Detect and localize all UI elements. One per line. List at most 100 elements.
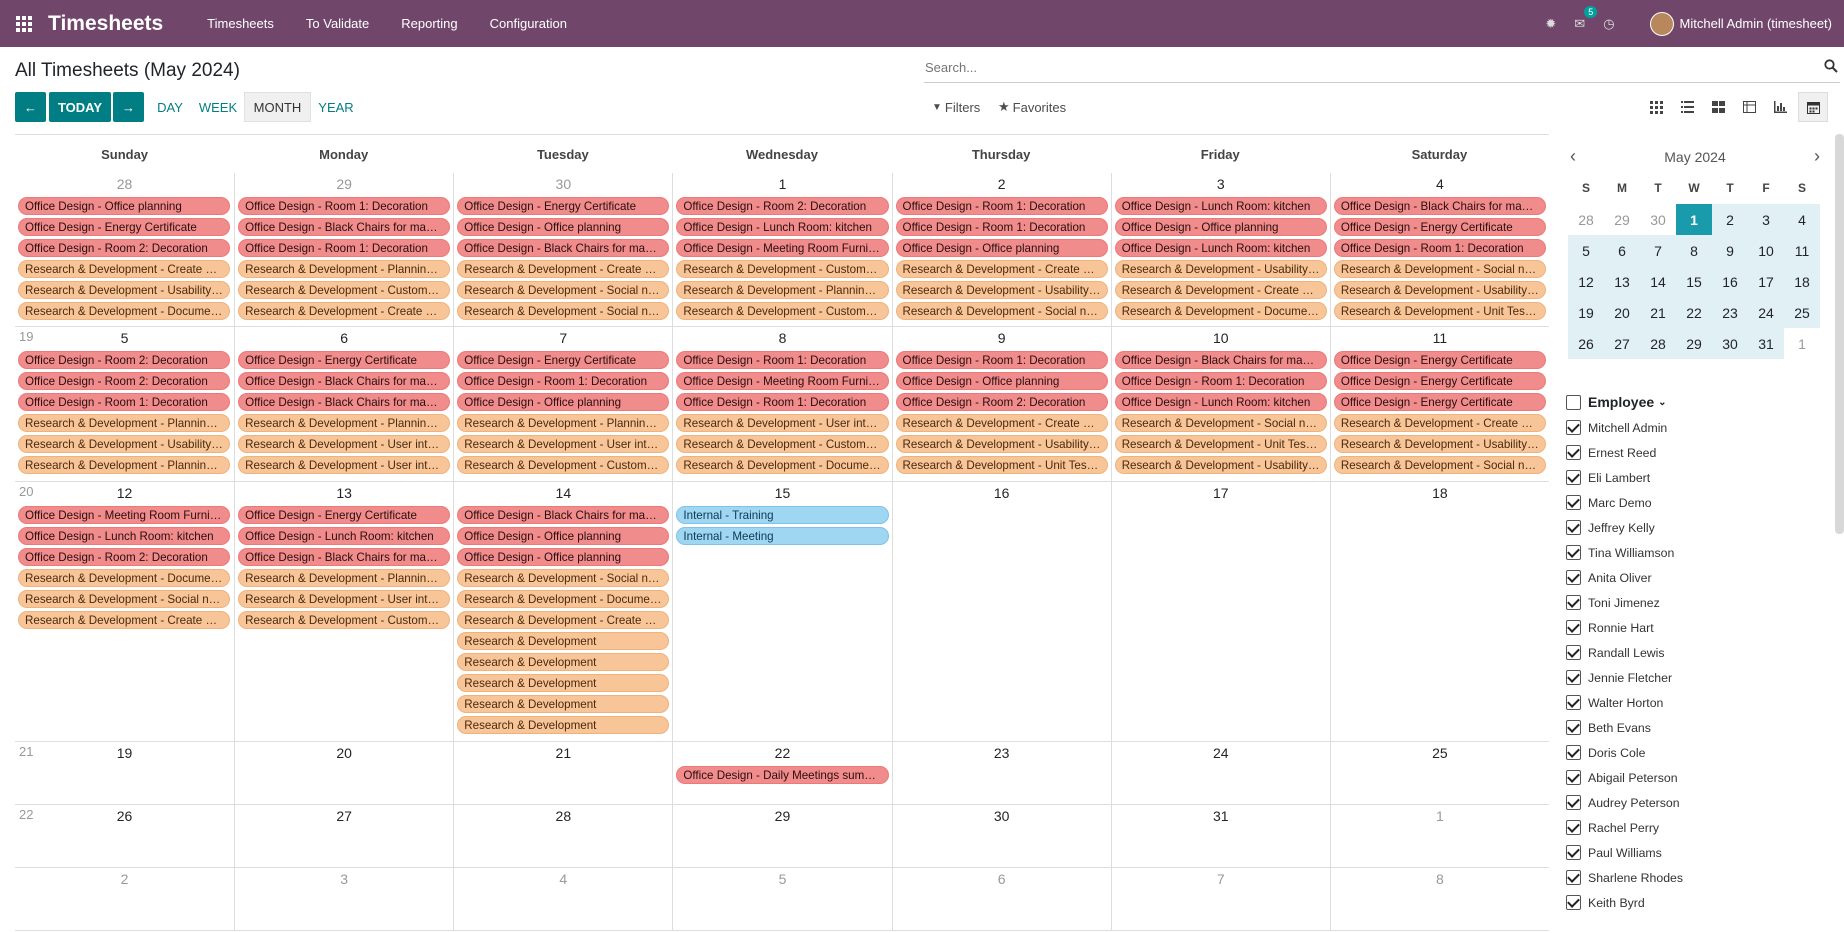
calendar-event[interactable]: Research & Development - Usability revie… (895, 281, 1108, 299)
search-input[interactable] (924, 53, 1804, 81)
employee-checkbox[interactable] (1566, 420, 1581, 435)
calendar-event[interactable]: Research & Development - Social network (1333, 260, 1546, 278)
mini-calendar-day[interactable]: 17 (1748, 266, 1784, 297)
calendar-event[interactable]: Office Design - Office planning (457, 218, 670, 236)
calendar-event[interactable]: Research & Development - Create new time… (895, 414, 1108, 432)
calendar-day-cell[interactable]: 22 Office Design - Daily Meetings summary (672, 742, 892, 805)
calendar-event[interactable]: Research & Development - User interface (457, 435, 670, 453)
calendar-day-cell[interactable]: 1 Office Design - Room 2: Decoration Offic… (672, 173, 892, 327)
calendar-event[interactable]: Office Design - Black Chairs for manager… (457, 239, 670, 257)
calendar-day-cell[interactable]: 21 (453, 742, 673, 805)
mini-calendar-day[interactable]: 22 (1676, 297, 1712, 328)
mini-calendar-day[interactable]: 30 (1712, 328, 1748, 359)
calendar-day-cell[interactable]: 2 (15, 868, 235, 931)
pivot-view-icon[interactable] (1734, 92, 1764, 122)
calendar-day-cell[interactable]: 10 Office Design - Black Chairs for manag… (1110, 327, 1330, 482)
calendar-event[interactable]: Office Design - Office planning (1114, 218, 1327, 236)
mini-calendar-day[interactable]: 15 (1676, 266, 1712, 297)
calendar-day-cell[interactable]: 7 Office Design - Energy Certificate Offic… (453, 327, 673, 482)
mini-calendar-day[interactable]: 24 (1748, 297, 1784, 328)
calendar-event[interactable]: Research & Development - Social network (18, 590, 231, 608)
calendar-event[interactable]: Office Design - Lunch Room: kitchen (18, 527, 231, 545)
employee-filter-item[interactable]: Eli Lambert (1566, 470, 1650, 485)
calendar-event[interactable]: Office Design - Black Chairs for manager… (238, 393, 451, 411)
employee-filter-item[interactable]: Ronnie Hart (1566, 620, 1654, 635)
calendar-day-cell[interactable]: 19 (15, 742, 235, 805)
calendar-day-cell[interactable]: 29 (672, 805, 892, 868)
calendar-event[interactable]: Research & Development - Create new time… (18, 260, 231, 278)
calendar-day-cell[interactable]: 18 (1329, 482, 1549, 742)
employee-checkbox[interactable] (1566, 745, 1581, 760)
graph-view-icon[interactable] (1765, 92, 1795, 122)
calendar-event[interactable]: Research & Development - Create new time… (895, 260, 1108, 278)
calendar-event[interactable]: Research & Development - Usability revie… (1333, 281, 1546, 299)
employee-checkbox[interactable] (1566, 645, 1581, 660)
calendar-day-cell[interactable]: 16 (891, 482, 1111, 742)
calendar-event[interactable]: Research & Development - Documentation (18, 569, 231, 587)
employee-filter-item[interactable]: Anita Oliver (1566, 570, 1652, 585)
calendar-event[interactable]: Research & Development (457, 653, 670, 671)
employee-checkbox[interactable] (1566, 620, 1581, 635)
mini-calendar-day[interactable]: 29 (1614, 211, 1630, 228)
calendar-event[interactable]: Research & Development - User interface (238, 590, 451, 608)
calendar-event[interactable]: Research & Development - Social network (457, 302, 670, 320)
calendar-day-cell[interactable]: 28 Office Design - Office planning Office … (15, 173, 235, 327)
calendar-day-cell[interactable]: 15 Internal - Training Internal - Meeting (672, 482, 892, 742)
calendar-day-cell[interactable]: 12 Office Design - Meeting Room Furniture… (15, 482, 235, 742)
calendar-event[interactable]: Research & Development - Create new time… (238, 302, 451, 320)
mini-calendar-day[interactable]: 13 (1604, 266, 1640, 297)
employee-filter-item[interactable]: Paul Williams (1566, 845, 1662, 860)
employee-filter-item[interactable]: Abigail Peterson (1566, 770, 1678, 785)
calendar-event[interactable]: Office Design - Room 1: Decoration (1333, 239, 1546, 257)
calendar-event[interactable]: Office Design - Energy Certificate (1333, 372, 1546, 390)
calendar-event[interactable]: Office Design - Energy Certificate (1333, 393, 1546, 411)
employee-filter-item[interactable]: Keith Byrd (1566, 895, 1645, 910)
calendar-event[interactable]: Office Design - Black Chairs for manager… (1114, 351, 1327, 369)
calendar-day-cell[interactable]: 14 Office Design - Black Chairs for manag… (453, 482, 673, 742)
mini-calendar-day[interactable]: 31 (1748, 328, 1784, 359)
calendar-event[interactable]: Office Design - Room 1: Decoration (676, 351, 889, 369)
calendar-event[interactable]: Office Design - Room 1: Decoration (18, 393, 231, 411)
calendar-event[interactable]: Office Design - Office planning (18, 197, 231, 215)
calendar-event[interactable]: Research & Development - Customer analys… (676, 302, 889, 320)
employee-filter-item[interactable]: Randall Lewis (1566, 645, 1665, 660)
employee-filter-item[interactable]: Doris Cole (1566, 745, 1645, 760)
calendar-event[interactable]: Research & Development - Planning and bu… (676, 281, 889, 299)
calendar-event[interactable]: Office Design - Office planning (457, 393, 670, 411)
employee-filter-item[interactable]: Ernest Reed (1566, 445, 1656, 460)
employee-checkbox[interactable] (1566, 795, 1581, 810)
employee-all-checkbox[interactable] (1566, 394, 1581, 410)
calendar-event[interactable]: Office Design - Room 1: Decoration (1114, 372, 1327, 390)
calendar-day-cell[interactable]: 28 (453, 805, 673, 868)
chevron-left-icon[interactable]: ‹ (1570, 146, 1576, 166)
calendar-day-cell[interactable]: 8 Office Design - Room 1: Decoration Offic… (672, 327, 892, 482)
mini-calendar-day[interactable]: 11 (1784, 235, 1820, 266)
mini-calendar-day[interactable]: 29 (1676, 328, 1712, 359)
calendar-event[interactable]: Research & Development - Customer analys… (238, 611, 451, 629)
calendar-event[interactable]: Research & Development - Social network (457, 281, 670, 299)
grid-view-icon[interactable] (1703, 92, 1733, 122)
prev-button[interactable]: ← (15, 92, 46, 122)
calendar-event[interactable]: Research & Development - Customer analys… (457, 456, 670, 474)
calendar-day-cell[interactable]: 6 Office Design - Energy Certificate Offic… (234, 327, 454, 482)
calendar-event[interactable]: Research & Development - Usability revie… (895, 435, 1108, 453)
employee-checkbox[interactable] (1566, 720, 1581, 735)
calendar-event[interactable]: Research & Development - Planning and bu… (238, 569, 451, 587)
employee-filter-item[interactable]: Sharlene Rhodes (1566, 870, 1683, 885)
calendar-event[interactable]: Internal - Meeting (676, 527, 889, 545)
view-year[interactable]: YEAR (318, 99, 354, 115)
calendar-event[interactable]: Research & Development - Social network (1333, 456, 1546, 474)
calendar-event[interactable]: Research & Development - Planning and bu… (457, 414, 670, 432)
calendar-day-cell[interactable]: 20 (234, 742, 454, 805)
next-button[interactable]: → (113, 92, 144, 122)
employee-filter-item[interactable]: Walter Horton (1566, 695, 1663, 710)
calendar-event[interactable]: Office Design - Room 1: Decoration (895, 351, 1108, 369)
chat-icon[interactable]: ✉ 5 (1574, 5, 1598, 32)
mini-calendar-day[interactable]: 25 (1784, 297, 1820, 328)
view-week[interactable]: WEEK (198, 99, 238, 115)
calendar-event[interactable]: Office Design - Energy Certificate (457, 197, 670, 215)
menu-timesheets[interactable]: Timesheets (207, 16, 274, 31)
mini-calendar-day[interactable]: 19 (1568, 297, 1604, 328)
calendar-event[interactable]: Office Design - Black Chairs for manager… (238, 548, 451, 566)
calendar-event[interactable]: Office Design - Energy Certificate (1333, 218, 1546, 236)
